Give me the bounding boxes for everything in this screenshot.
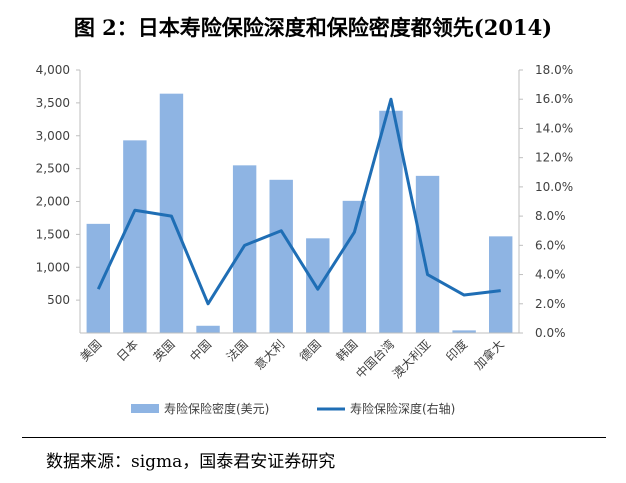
left-axis: 500 1,000 1,500 2,000 2,500 3,000 3,500 4,000	[36, 63, 81, 333]
legend-label-bar: 寿险保险密度(美元)	[164, 401, 269, 416]
bar-日本	[123, 140, 147, 333]
x-tick-label: 法国	[224, 337, 251, 364]
x-tick-label: 韩国	[333, 337, 361, 365]
bar-印度	[452, 330, 476, 333]
left-tick-label: 500	[47, 293, 70, 307]
left-tick-label: 1,000	[36, 260, 70, 274]
x-tick-label: 印度	[443, 337, 471, 365]
left-tick-label: 2,000	[36, 195, 70, 209]
x-tick-label: 日本	[114, 337, 141, 364]
depth-line	[96, 97, 501, 306]
bar-德国	[306, 238, 330, 333]
x-tick-label: 中国	[187, 337, 215, 365]
x-tick-label: 澳大利亚	[390, 337, 434, 381]
bar-法国	[232, 165, 257, 333]
chart-title: 图 2：日本寿险保险深度和保险密度都领先(2014)	[73, 15, 553, 40]
legend-label-line: 寿险保险深度(右轴)	[350, 401, 455, 416]
legend-swatch-bar	[131, 404, 159, 413]
x-tick-label: 意大利	[251, 337, 287, 373]
bar-意大利	[269, 179, 293, 333]
bar-加拿大	[489, 236, 513, 333]
bar-英国	[159, 93, 184, 333]
right-tick-label: 8.0%	[535, 209, 566, 223]
line-group	[96, 97, 501, 306]
left-tick-label: 2,500	[36, 162, 70, 176]
left-tick-label: 1,500	[36, 227, 70, 241]
bar-中国台湾	[379, 110, 403, 333]
x-tick-label: 加拿大	[471, 337, 507, 373]
left-tick-label: 4,000	[36, 63, 70, 77]
left-tick-label: 3,500	[36, 96, 70, 110]
right-tick-label: 16.0%	[535, 92, 573, 106]
divider	[22, 437, 606, 438]
source-note: 数据来源：sigma，国泰君安证券研究	[46, 452, 336, 472]
x-tick-label: 中国台湾	[353, 337, 398, 382]
legend: 寿险保险密度(美元) 寿险保险深度(右轴)	[131, 401, 455, 416]
bar-韩国	[342, 200, 367, 333]
right-tick-label: 4.0%	[535, 268, 566, 282]
x-tick-label: 美国	[78, 337, 105, 364]
chart: 500 1,000 1,500 2,000 2,500 3,000 3,500 4,000 0…	[36, 63, 573, 416]
x-tick-label: 德国	[296, 337, 324, 365]
bar-澳大利亚	[415, 175, 440, 333]
right-axis: 0.0% 2.0% 4.0% 6.0% 8.0% 10.0% 12.0% 14.0% 16.0%…	[518, 63, 573, 340]
right-tick-label: 12.0%	[535, 151, 573, 165]
right-tick-label: 18.0%	[535, 63, 573, 77]
x-tick-label: 英国	[151, 337, 178, 364]
right-tick-label: 6.0%	[535, 238, 566, 252]
bars-group	[86, 93, 513, 333]
right-tick-label: 2.0%	[535, 297, 566, 311]
right-tick-label: 14.0%	[535, 121, 573, 135]
bar-中国	[196, 325, 220, 333]
bar-美国	[86, 223, 110, 333]
right-tick-label: 0.0%	[535, 326, 566, 340]
left-tick-label: 3,000	[36, 129, 70, 143]
right-tick-label: 10.0%	[535, 180, 573, 194]
